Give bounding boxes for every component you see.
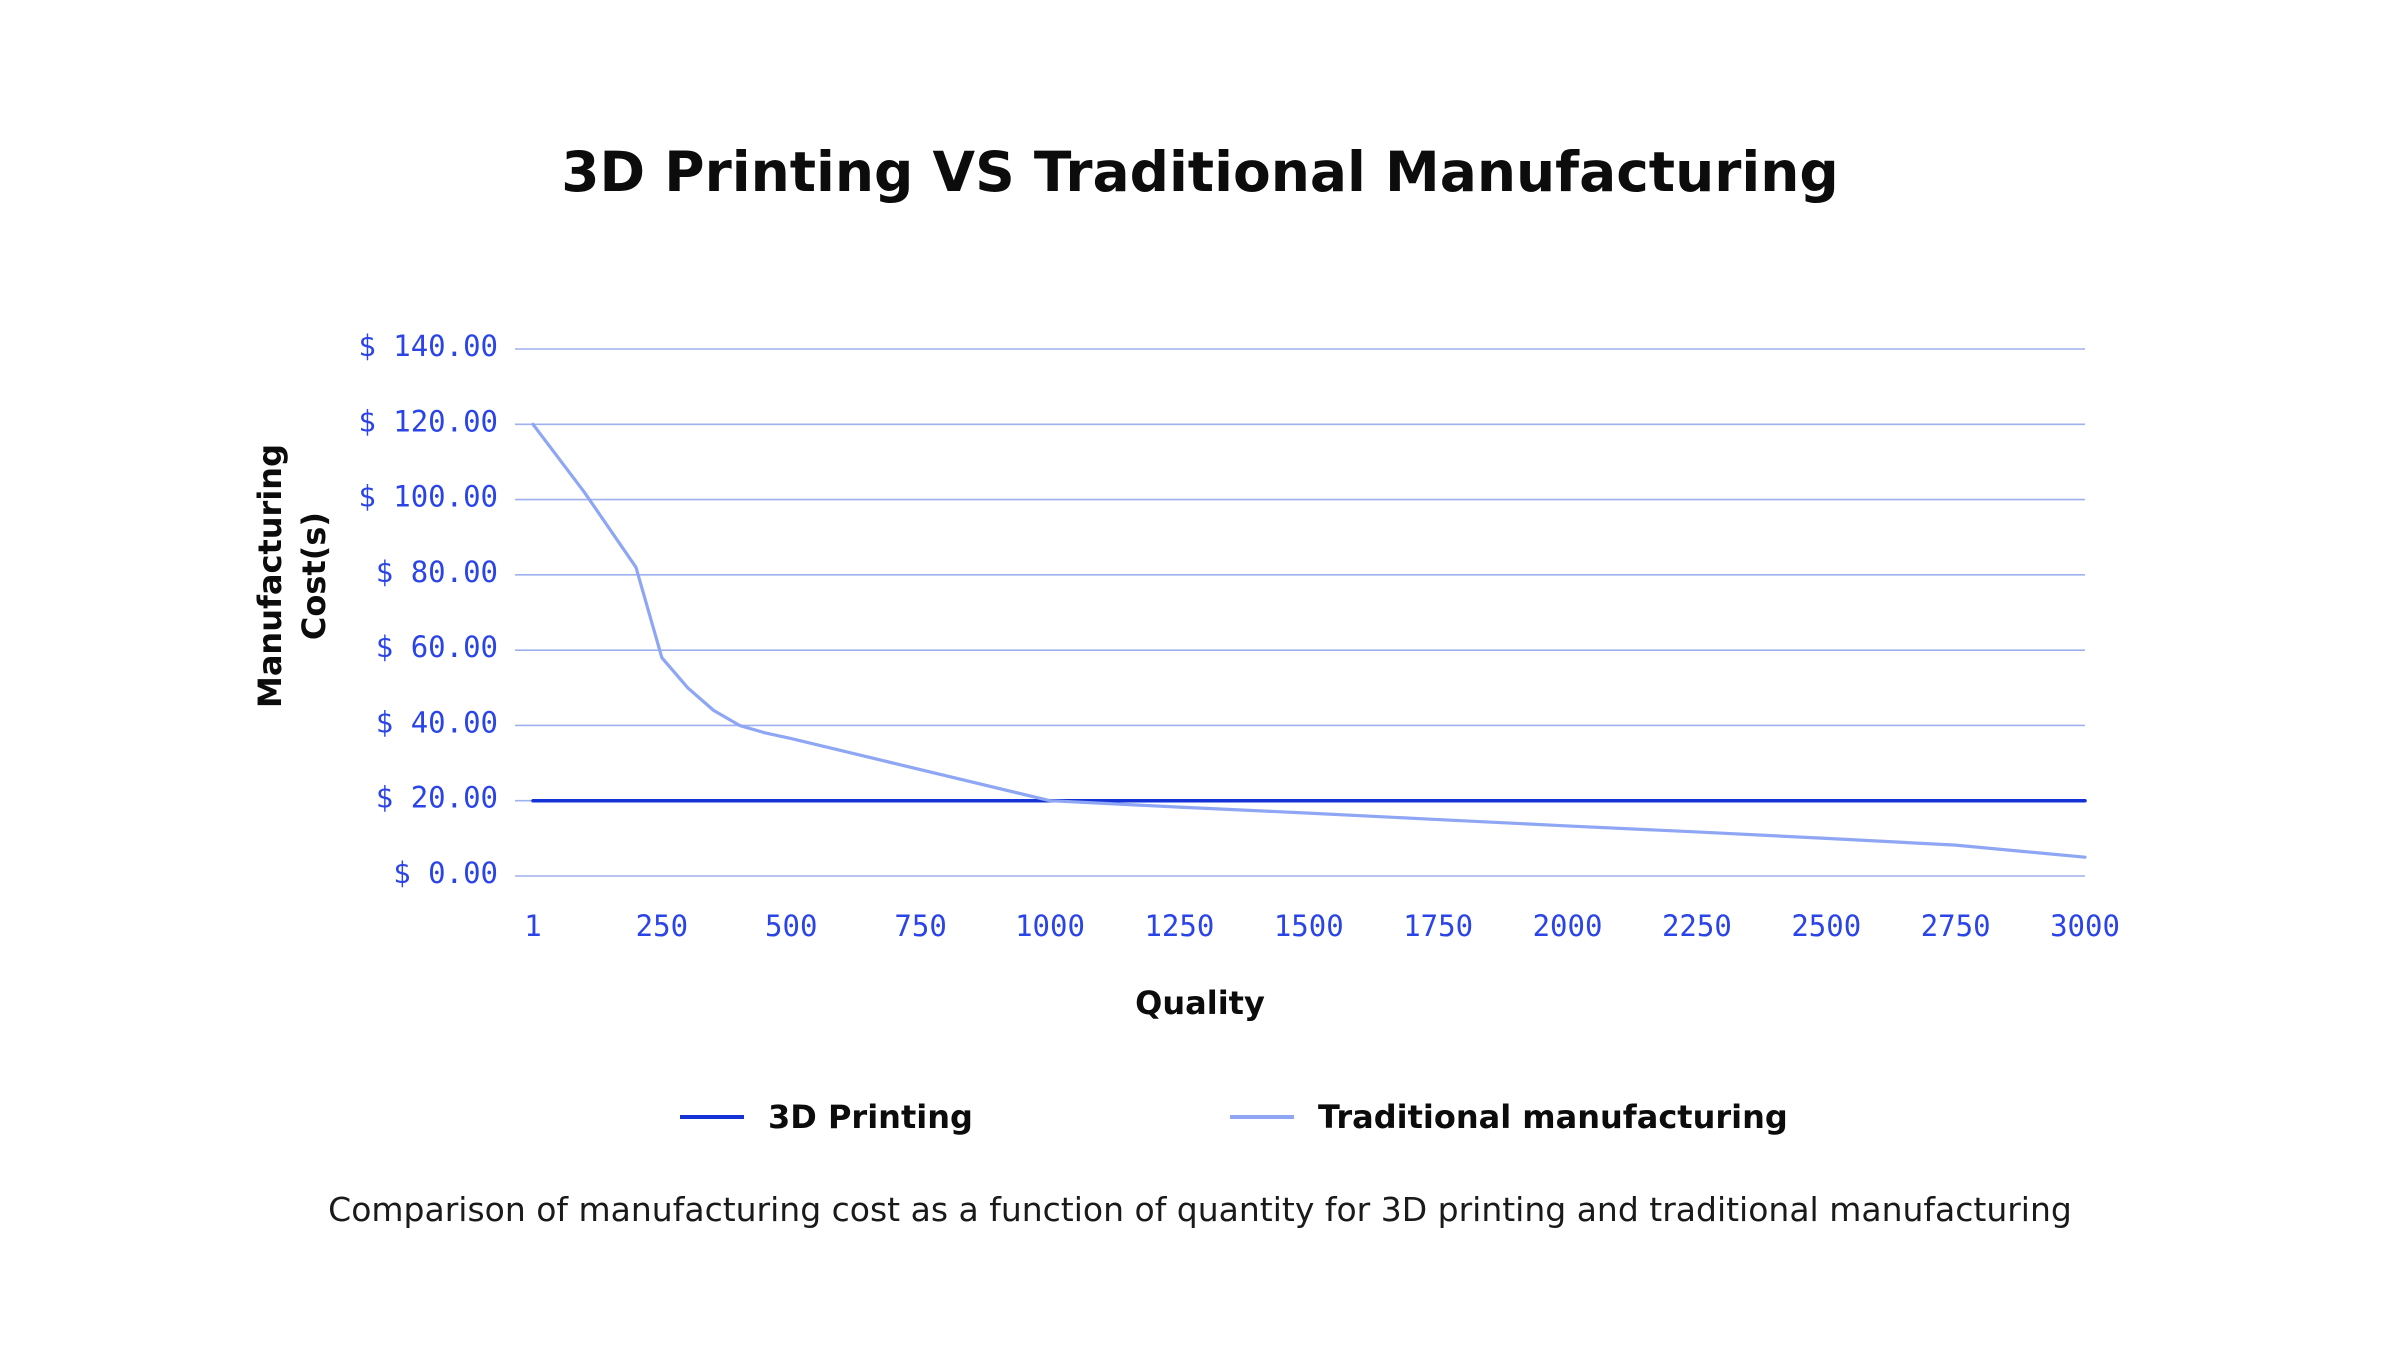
x-tick-label: 2250 bbox=[1662, 909, 1732, 943]
legend-label-3d-printing: 3D Printing bbox=[768, 1098, 973, 1136]
series-lines bbox=[531, 422, 2087, 859]
legend-label-traditional-manufacturing: Traditional manufacturing bbox=[1318, 1098, 1788, 1136]
x-tick-label: 1 bbox=[524, 909, 541, 943]
y-tick-label: $ 60.00 bbox=[376, 630, 498, 664]
legend-swatch-3d-printing bbox=[680, 1115, 744, 1119]
x-tick-label: 2500 bbox=[1791, 909, 1861, 943]
x-tick-label: 2000 bbox=[1533, 909, 1603, 943]
x-axis-label: Quality bbox=[1135, 984, 1265, 1022]
y-axis-label: Manufacturing Cost(s) bbox=[251, 444, 333, 708]
y-tick-label: $ 120.00 bbox=[358, 404, 498, 438]
x-tick-label: 500 bbox=[765, 909, 817, 943]
y-tick-label: $ 0.00 bbox=[393, 856, 498, 890]
y-tick-label: $ 140.00 bbox=[358, 329, 498, 363]
x-tick-label: 1000 bbox=[1015, 909, 1085, 943]
x-tick-label: 1250 bbox=[1144, 909, 1214, 943]
x-axis-ticks: 1 250 500 750 1000 1250 1500 1750 2000 2250 2500 27… bbox=[524, 909, 2120, 943]
y-tick-label: $ 80.00 bbox=[376, 555, 498, 589]
y-tick-label: $ 100.00 bbox=[358, 480, 498, 514]
grid-lines bbox=[515, 348, 2085, 877]
legend-item-traditional-manufacturing: Traditional manufacturing bbox=[1230, 1092, 1788, 1142]
y-tick-label: $ 20.00 bbox=[376, 781, 498, 815]
legend-item-3d-printing: 3D Printing bbox=[680, 1092, 973, 1142]
x-tick-label: 3000 bbox=[2050, 909, 2120, 943]
legend-swatch-traditional-manufacturing bbox=[1230, 1115, 1294, 1119]
chart-caption: Comparison of manufacturing cost as a fu… bbox=[328, 1190, 2072, 1229]
y-axis-ticks: $ 0.00 $ 20.00 $ 40.00 $ 60.00 $ 80.00 $ 100.… bbox=[358, 329, 498, 890]
x-tick-label: 250 bbox=[636, 909, 688, 943]
x-tick-label: 1500 bbox=[1274, 909, 1344, 943]
legend: 3D Printing Traditional manufacturing bbox=[0, 1092, 2400, 1142]
x-tick-label: 750 bbox=[894, 909, 946, 943]
series-line-traditional-manufacturing bbox=[531, 422, 2087, 859]
x-tick-label: 1750 bbox=[1403, 909, 1473, 943]
y-tick-label: $ 40.00 bbox=[376, 705, 498, 739]
chart-title: 3D Printing VS Traditional Manufacturing bbox=[561, 140, 1839, 204]
x-tick-label: 2750 bbox=[1921, 909, 1991, 943]
